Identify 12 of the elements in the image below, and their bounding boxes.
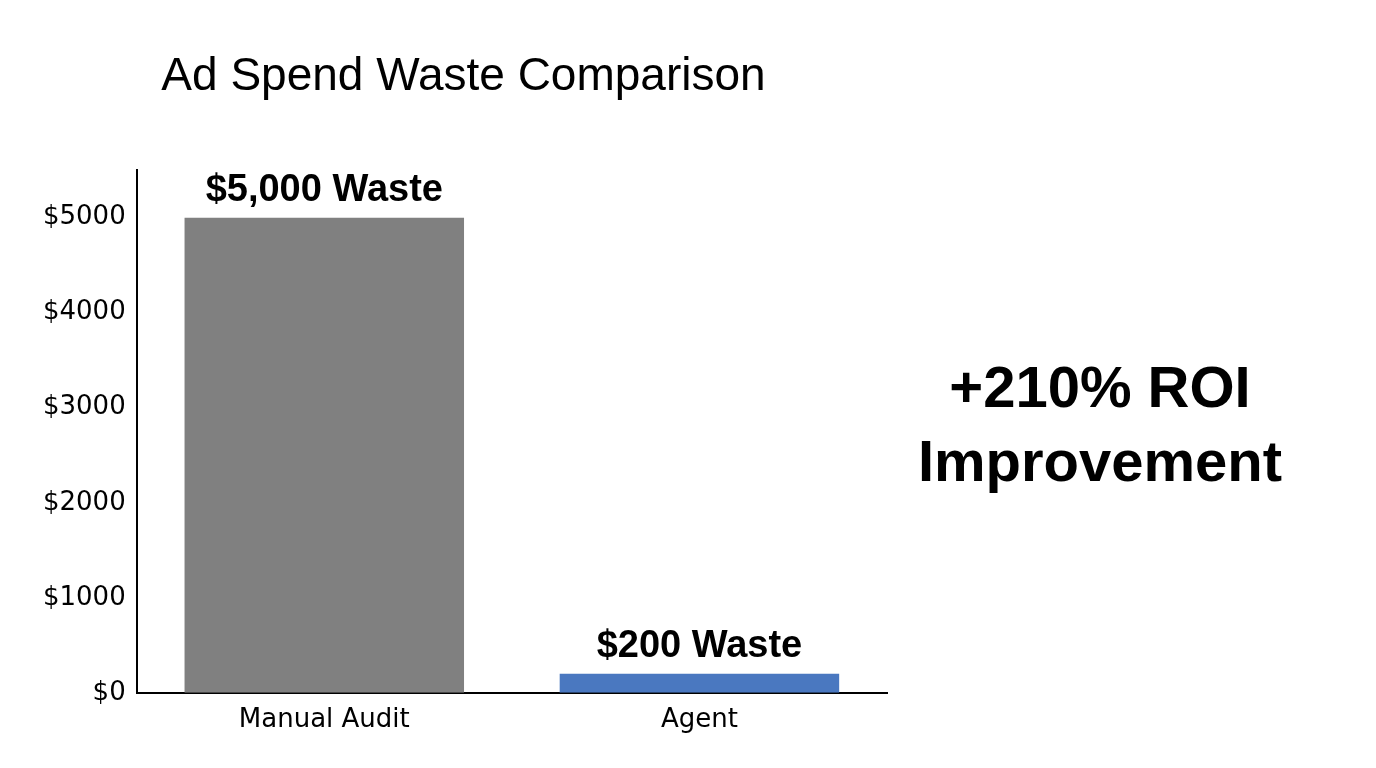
chart-title: Ad Spend Waste Comparison [161, 48, 766, 101]
y-tick-label: $5000 [42, 200, 126, 231]
data-label: $5,000 Waste [205, 167, 443, 210]
y-tick-label: $2000 [42, 485, 126, 516]
x-tick-label: Manual Audit [238, 703, 410, 734]
y-tick-label: $0 [92, 675, 126, 706]
y-tick-label: $3000 [42, 390, 126, 421]
y-tick-label: $1000 [42, 580, 126, 611]
data-label: $200 Waste [596, 623, 803, 666]
x-tick-label: Agent [660, 703, 738, 734]
y-tick-label: $4000 [42, 295, 126, 326]
text: +210% ROI Improvement [916, 353, 1284, 495]
